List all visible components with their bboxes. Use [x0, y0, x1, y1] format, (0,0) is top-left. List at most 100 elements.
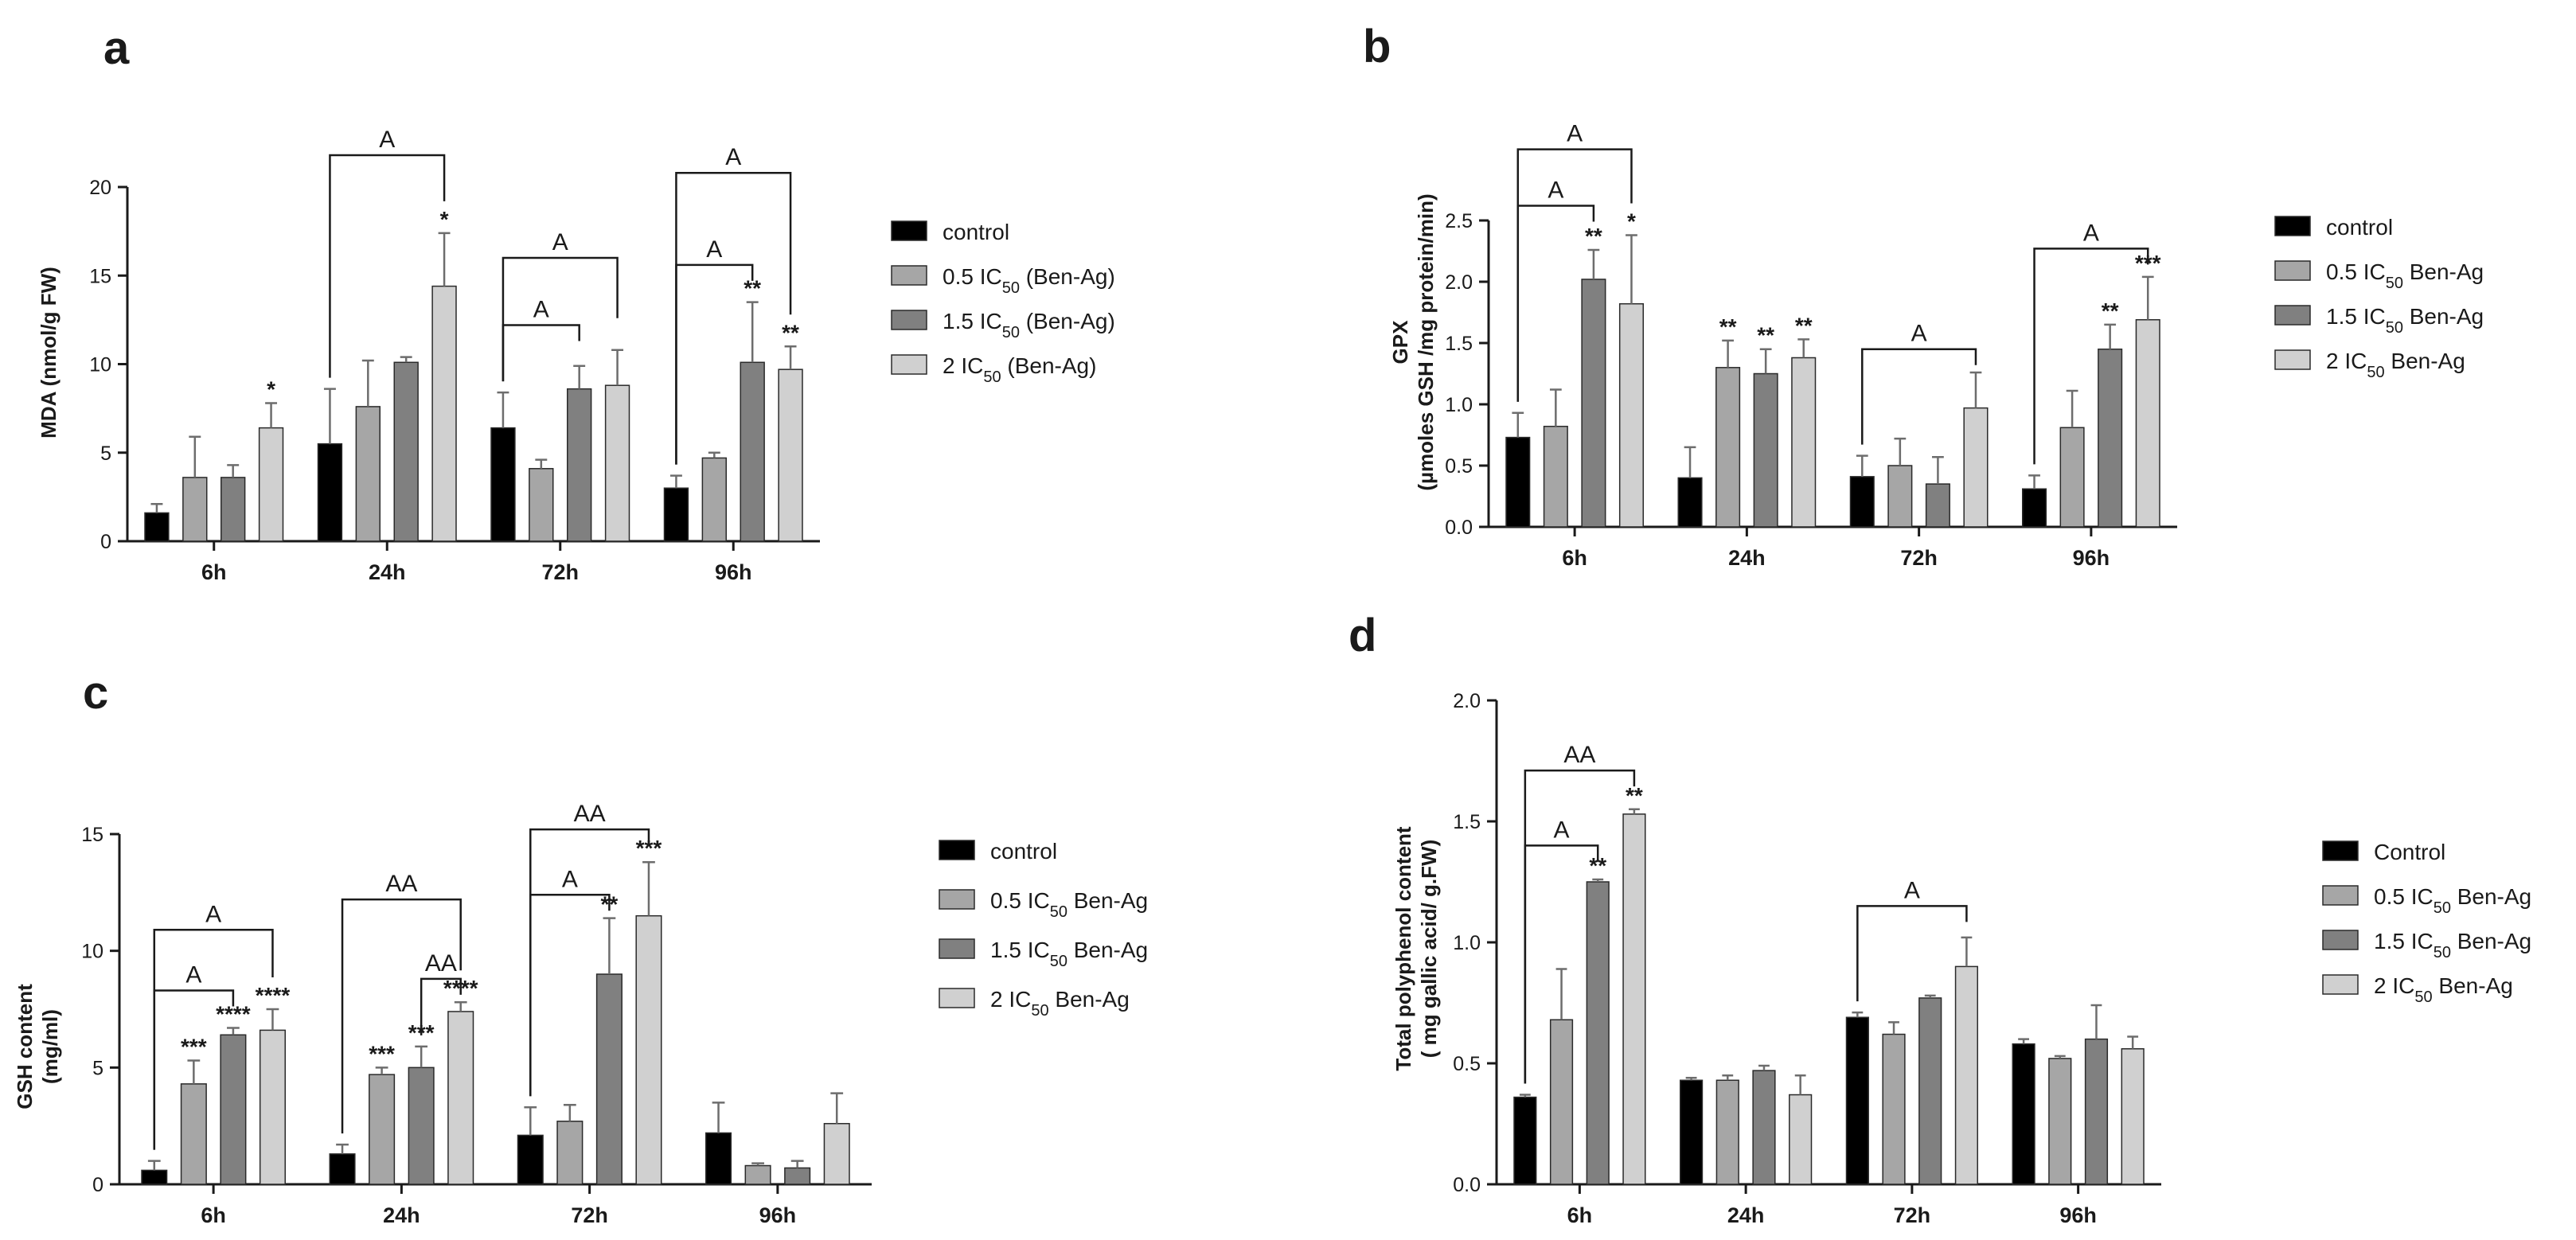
bracket-label: AA: [425, 950, 457, 977]
error-bar: [1722, 1074, 1734, 1081]
bar-c-series3-cat1: [447, 1011, 474, 1185]
error-bar: [2090, 1004, 2102, 1039]
y-tick-label: 1.5: [1445, 333, 1473, 355]
bar-c-series1-cat2: [556, 1121, 584, 1185]
bracket-label: AA: [574, 801, 606, 827]
comparison-bracket: [502, 324, 580, 382]
error-bar: [336, 1143, 349, 1154]
legend-swatch: [891, 310, 927, 330]
error-bar: [746, 301, 759, 363]
error-bar: [708, 451, 720, 458]
significance-label: *: [267, 376, 275, 401]
bar-d-series2-cat2: [1918, 997, 1942, 1185]
error-bar: [323, 388, 336, 444]
significance-label: **: [2102, 298, 2119, 323]
significance-label: ***: [369, 1041, 395, 1066]
error-bar: [438, 232, 451, 287]
y-tick-label: 15: [89, 265, 111, 287]
error-bar: [497, 391, 509, 428]
error-bar: [1758, 1064, 1770, 1071]
bracket-label: A: [725, 144, 741, 170]
bar-d-series1-cat0: [1549, 1019, 1574, 1185]
significance-label: ****: [256, 983, 291, 1008]
bar-d-series0-cat0: [1513, 1096, 1537, 1185]
error-bar: [265, 402, 278, 428]
error-bar: [361, 359, 374, 407]
error-bar: [1794, 1074, 1806, 1095]
bar-a-series1-cat2: [529, 468, 554, 542]
x-tick-label: 6h: [1567, 1203, 1593, 1227]
x-tick-label: 24h: [369, 560, 406, 584]
bar-b-series3-cat0: [1618, 302, 1644, 528]
bar-b-series2-cat2: [1925, 483, 1950, 528]
y-tick-label: 1.0: [1445, 394, 1473, 416]
y-tick-label: 2.0: [1445, 271, 1473, 294]
bar-d-series2-cat3: [2084, 1038, 2109, 1185]
error-bar: [563, 1104, 576, 1121]
legend-swatch: [891, 265, 927, 286]
legend-c: control 0.5 IC50 Ben-Ag 1.5 IC50 Ben-Ag 2 I…: [939, 839, 1148, 1020]
bar-a-series0-cat2: [490, 427, 516, 542]
bar-c-series1-cat0: [180, 1083, 207, 1185]
bar-d-series3-cat1: [1789, 1094, 1813, 1185]
bar-a-series2-cat1: [393, 361, 419, 542]
bar-b-series3-cat1: [1791, 357, 1817, 528]
error-bar: [147, 1160, 161, 1171]
legend-swatch: [2274, 216, 2311, 236]
error-bar: [227, 464, 240, 478]
error-bar: [1512, 411, 1524, 438]
x-tick-label: 24h: [1728, 546, 1766, 570]
bracket-label: A: [1554, 817, 1570, 843]
significance-label: **: [744, 276, 761, 301]
error-bar: [611, 349, 624, 386]
legend-label: 1.5 IC50 Ben-Ag: [2326, 304, 2484, 337]
bar-d-series1-cat2: [1882, 1033, 1906, 1185]
bar-c-series2-cat3: [784, 1167, 811, 1185]
bar-d-series0-cat2: [1845, 1016, 1869, 1185]
bar-c-series3-cat0: [259, 1029, 286, 1185]
bar-a-series0-cat0: [144, 512, 170, 542]
bar-c-series0-cat3: [705, 1132, 732, 1185]
bar-b-series2-cat3: [2098, 348, 2123, 528]
error-bar: [415, 1045, 428, 1068]
y-axis-label-d: Total polyphenol content: [1391, 826, 1415, 1071]
panel-d-polyphenol-chart: d Total polyphenol content ( mg gallic a…: [1348, 610, 2531, 1227]
bracket-label: A: [562, 866, 578, 892]
bar-c-series2-cat2: [595, 973, 623, 1185]
error-bar: [1684, 446, 1696, 478]
error-bar: [1549, 388, 1562, 427]
error-bar: [187, 1059, 201, 1084]
significance-label: **: [1795, 313, 1813, 337]
legend-swatch: [939, 840, 975, 860]
x-tick-label: 24h: [383, 1203, 420, 1227]
legend-swatch: [939, 938, 975, 959]
x-tick-label: 96h: [2073, 546, 2110, 570]
bar-d-series1-cat3: [2048, 1058, 2072, 1185]
bar-b-series1-cat0: [1543, 425, 1568, 528]
y-axis-label-d-units: ( mg gallic acid/ g.FW): [1417, 840, 1441, 1058]
error-bar: [1856, 454, 1868, 477]
bar-a-series3-cat2: [604, 384, 630, 542]
bracket-label: A: [1911, 321, 1927, 347]
bar-d-series1-cat1: [1715, 1079, 1739, 1185]
legend-label: control: [990, 839, 1057, 864]
y-tick-label: 0: [100, 531, 111, 553]
bracket-label: A: [2083, 220, 2099, 246]
x-tick-label: 72h: [571, 1203, 608, 1227]
legend-swatch: [2322, 885, 2359, 906]
error-bar: [1685, 1076, 1697, 1081]
bracket-label: A: [1904, 877, 1920, 903]
y-tick-label: 0.0: [1445, 517, 1473, 539]
legend-label: 2 IC50 Ben-Ag: [2374, 973, 2513, 1006]
y-tick-label: 0.0: [1453, 1174, 1481, 1196]
bar-b-series1-cat1: [1715, 367, 1741, 528]
bar-d-series3-cat3: [2121, 1048, 2145, 1185]
error-bar: [266, 1008, 279, 1031]
bar-a-series3-cat1: [431, 285, 457, 542]
panel-label-b: b: [1363, 21, 1391, 72]
x-tick-label: 24h: [1727, 1203, 1765, 1227]
comparison-bracket: [529, 828, 650, 1097]
legend-label: 0.5 IC50 Ben-Ag: [990, 888, 1148, 921]
